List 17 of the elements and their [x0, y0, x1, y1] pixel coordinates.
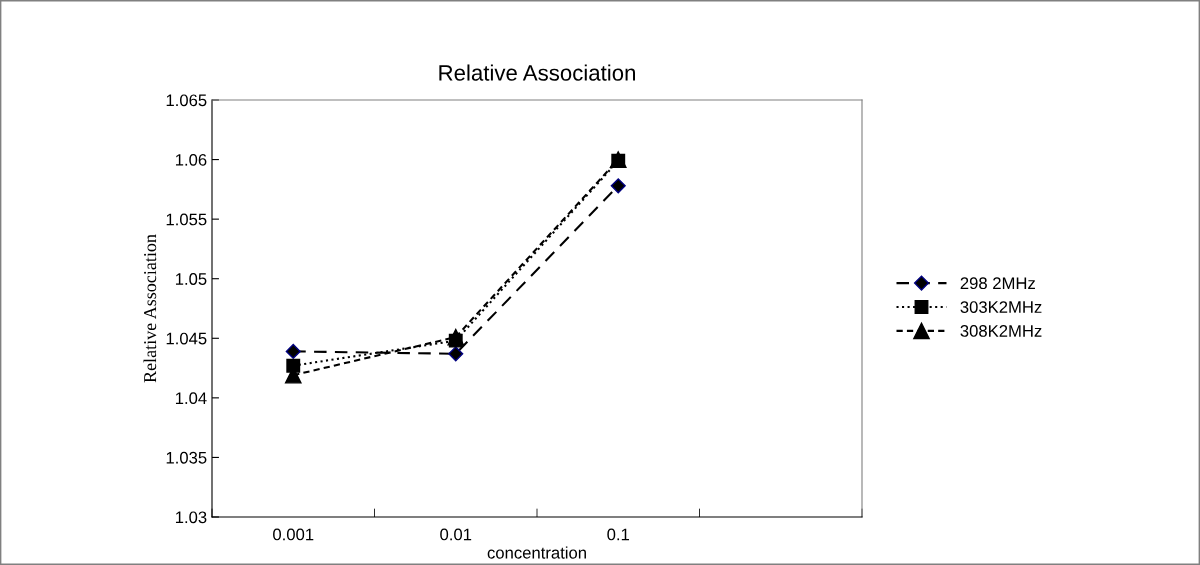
y-tick-label: 1.04 — [175, 392, 207, 405]
legend-label: 298 2MHz — [960, 277, 1035, 290]
y-tick-label: 1.065 — [166, 94, 207, 107]
chart-title: Relative Association — [439, 64, 635, 81]
y-tick-label: 1.06 — [175, 153, 207, 166]
x-axis-title: concentration — [487, 546, 586, 559]
legend-label: 308K2MHz — [960, 325, 1042, 337]
y-tick-label: 1.055 — [166, 213, 207, 226]
x-tick-label: 0.001 — [273, 528, 314, 541]
y-tick-label: 1.03 — [175, 511, 207, 524]
y-tick-label: 1.045 — [166, 332, 207, 345]
legend-label: 303K2MHz — [960, 301, 1042, 313]
y-tick-label: 1.035 — [166, 451, 207, 464]
x-tick-label: 0.1 — [607, 528, 630, 541]
y-axis-title: Relative Association — [143, 234, 157, 383]
y-tick-label: 1.05 — [175, 273, 207, 285]
x-tick-label: 0.01 — [440, 528, 472, 541]
